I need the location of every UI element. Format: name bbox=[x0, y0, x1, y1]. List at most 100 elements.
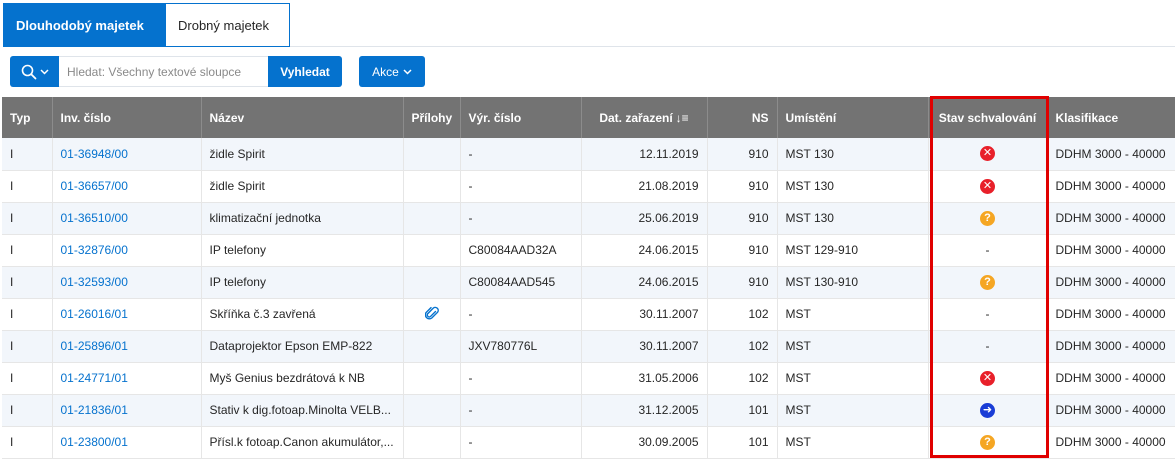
cell-stav-schvalovani: ➜ bbox=[928, 394, 1048, 426]
cell-umisteni: MST bbox=[777, 330, 929, 362]
rejected-icon: ✕ bbox=[980, 178, 995, 194]
cell-inv-cislo: 01-26016/01 bbox=[52, 298, 202, 330]
cell-dat-zarazeni: 12.11.2019 bbox=[581, 138, 708, 170]
column-header-vyr-cislo[interactable]: Výr. číslo bbox=[460, 97, 582, 138]
cell-vyr-cislo: - bbox=[460, 298, 582, 330]
cell-nazev: židle Spirit bbox=[201, 138, 404, 170]
cell-inv-cislo: 01-36657/00 bbox=[52, 170, 202, 202]
cell-nazev: Skříňka č.3 zavřená bbox=[201, 298, 404, 330]
rejected-icon: ✕ bbox=[980, 146, 995, 162]
inv-cislo-link[interactable]: 01-23800/01 bbox=[60, 435, 128, 449]
column-header-ns[interactable]: NS bbox=[707, 97, 778, 138]
table-row[interactable]: I 01-32876/00 IP telefony C80084AAD32A 24.06… bbox=[2, 234, 1175, 266]
cell-stav-schvalovani: ✕ bbox=[928, 170, 1048, 202]
cell-vyr-cislo: - bbox=[460, 394, 582, 426]
cell-klasifikace: DDHM 3000 - 40000 bbox=[1047, 394, 1175, 426]
cell-ns: 910 bbox=[707, 202, 778, 234]
cell-inv-cislo: 01-21836/01 bbox=[52, 394, 202, 426]
cell-ns: 101 bbox=[707, 426, 778, 458]
arrow-right-icon: ➜ bbox=[980, 402, 995, 418]
cell-umisteni: MST 130 bbox=[777, 138, 929, 170]
cell-vyr-cislo: - bbox=[460, 202, 582, 234]
cell-klasifikace: DDHM 3000 - 40000 bbox=[1047, 202, 1175, 234]
inv-cislo-link[interactable]: 01-32593/00 bbox=[60, 275, 128, 289]
cell-klasifikace: DDHM 3000 - 40000 bbox=[1047, 298, 1175, 330]
inv-cislo-link[interactable]: 01-36510/00 bbox=[60, 211, 128, 225]
cell-prilohy bbox=[403, 234, 461, 266]
search-input[interactable] bbox=[59, 56, 268, 87]
cell-vyr-cislo: C80084AAD545 bbox=[460, 266, 582, 298]
column-header-umisteni[interactable]: Umístění bbox=[777, 97, 929, 138]
cell-typ: I bbox=[2, 234, 53, 266]
column-header-typ[interactable]: Typ bbox=[2, 97, 53, 138]
cell-typ: I bbox=[2, 138, 53, 170]
cell-ns: 102 bbox=[707, 298, 778, 330]
cell-dat-zarazeni: 21.08.2019 bbox=[581, 170, 708, 202]
cell-stav-schvalovani: - bbox=[928, 298, 1048, 330]
inv-cislo-link[interactable]: 01-25896/01 bbox=[60, 339, 128, 353]
cell-stav-schvalovani: ✕ bbox=[928, 138, 1048, 170]
column-header-inv-cislo[interactable]: Inv. číslo bbox=[52, 97, 202, 138]
cell-ns: 910 bbox=[707, 138, 778, 170]
chevron-down-icon bbox=[403, 68, 412, 75]
cell-dat-zarazeni: 30.11.2007 bbox=[581, 298, 708, 330]
search-submit-button[interactable]: Vyhledat bbox=[268, 56, 342, 87]
table-row[interactable]: I 01-23800/01 Přísl.k fotoap.Canon akumulá… bbox=[2, 426, 1175, 458]
cell-dat-zarazeni: 31.05.2006 bbox=[581, 362, 708, 394]
table-row[interactable]: I 01-36510/00 klimatizační jednotka -25.06.… bbox=[2, 202, 1175, 234]
cell-ns: 910 bbox=[707, 266, 778, 298]
cell-klasifikace: DDHM 3000 - 40000 bbox=[1047, 266, 1175, 298]
cell-typ: I bbox=[2, 330, 53, 362]
actions-menu-button[interactable]: Akce bbox=[359, 56, 425, 87]
cell-umisteni: MST bbox=[777, 426, 929, 458]
table-row[interactable]: I 01-36948/00 židle Spirit -12.11.2019 910 MS… bbox=[2, 138, 1175, 170]
cell-umisteni: MST 130 bbox=[777, 202, 929, 234]
cell-vyr-cislo: - bbox=[460, 138, 582, 170]
cell-nazev: Přísl.k fotoap.Canon akumulátor,... bbox=[201, 426, 404, 458]
inv-cislo-link[interactable]: 01-32876/00 bbox=[60, 243, 128, 257]
cell-stav-schvalovani: ? bbox=[928, 266, 1048, 298]
question-icon: ? bbox=[980, 434, 995, 450]
cell-stav-schvalovani: ? bbox=[928, 426, 1048, 458]
table-row[interactable]: I 01-36657/00 židle Spirit -21.08.2019 910 MS… bbox=[2, 170, 1175, 202]
cell-inv-cislo: 01-32876/00 bbox=[52, 234, 202, 266]
table-row[interactable]: I 01-26016/01 Skříňka č.3 zavřená -30.11.20… bbox=[2, 298, 1175, 330]
search-column-selector-button[interactable] bbox=[10, 56, 59, 87]
cell-dat-zarazeni: 24.06.2015 bbox=[581, 234, 708, 266]
table-row[interactable]: I 01-24771/01 Myš Genius bezdrátová k NB -3… bbox=[2, 362, 1175, 394]
cell-dat-zarazeni: 30.11.2007 bbox=[581, 330, 708, 362]
column-header-dat-zarazeni[interactable]: Dat. zařazení ↓≡ bbox=[581, 97, 708, 138]
cell-nazev: Myš Genius bezdrátová k NB bbox=[201, 362, 404, 394]
column-header-nazev[interactable]: Název bbox=[201, 97, 404, 138]
cell-nazev: klimatizační jednotka bbox=[201, 202, 404, 234]
table-row[interactable]: I 01-21836/01 Stativ k dig.fotoap.Minolta … bbox=[2, 394, 1175, 426]
cell-umisteni: MST 130 bbox=[777, 170, 929, 202]
cell-vyr-cislo: - bbox=[460, 426, 582, 458]
cell-prilohy bbox=[403, 394, 461, 426]
cell-prilohy bbox=[403, 426, 461, 458]
cell-typ: I bbox=[2, 426, 53, 458]
tab-dlouhodoby-majetek[interactable]: Dlouhodobý majetek bbox=[3, 3, 166, 47]
inv-cislo-link[interactable]: 01-36948/00 bbox=[60, 146, 128, 161]
paperclip-icon[interactable] bbox=[424, 305, 439, 321]
cell-stav-schvalovani: ✕ bbox=[928, 362, 1048, 394]
column-header-prilohy[interactable]: Přílohy bbox=[403, 97, 461, 138]
cell-klasifikace: DDHM 3000 - 40000 bbox=[1047, 138, 1175, 170]
sort-descending-icon: ↓≡ bbox=[675, 110, 689, 125]
inv-cislo-link[interactable]: 01-26016/01 bbox=[60, 307, 128, 321]
cell-typ: I bbox=[2, 170, 53, 202]
table-row[interactable]: I 01-32593/00 IP telefony C80084AAD545 24.06… bbox=[2, 266, 1175, 298]
column-header-stav-schvalovani[interactable]: Stav schvalování bbox=[928, 97, 1048, 138]
cell-stav-schvalovani: - bbox=[928, 330, 1048, 362]
inv-cislo-link[interactable]: 01-24771/01 bbox=[60, 371, 128, 385]
tab-drobny-majetek[interactable]: Drobný majetek bbox=[166, 3, 290, 47]
inv-cislo-link[interactable]: 01-36657/00 bbox=[60, 179, 128, 193]
column-header-klasifikace[interactable]: Klasifikace bbox=[1047, 97, 1175, 138]
cell-ns: 910 bbox=[707, 170, 778, 202]
cell-klasifikace: DDHM 3000 - 40000 bbox=[1047, 170, 1175, 202]
inv-cislo-link[interactable]: 01-21836/01 bbox=[60, 403, 128, 417]
cell-nazev: Dataprojektor Epson EMP-822 bbox=[201, 330, 404, 362]
cell-umisteni: MST bbox=[777, 298, 929, 330]
table-row[interactable]: I 01-25896/01 Dataprojektor Epson EMP-822 J… bbox=[2, 330, 1175, 362]
cell-prilohy bbox=[403, 362, 461, 394]
